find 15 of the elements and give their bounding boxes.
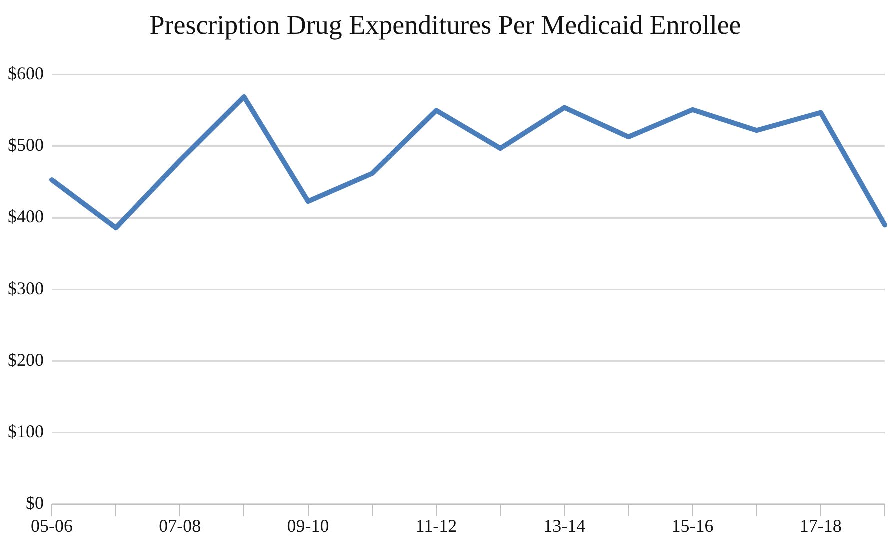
x-tick-label: 11-12	[416, 516, 458, 536]
x-tick-label: 09-10	[287, 516, 330, 536]
y-tick-label: $500	[8, 135, 44, 156]
x-tick-label: 13-14	[544, 516, 586, 536]
y-tick-label: $400	[8, 206, 44, 227]
y-tick-label: $600	[8, 64, 44, 84]
y-tick-label: $300	[8, 278, 44, 298]
x-tick-label: 07-08	[159, 516, 202, 536]
y-tick-label: $0	[26, 493, 44, 514]
y-tick-label: $100	[8, 422, 44, 442]
chart-title: Prescription Drug Expenditures Per Medicaid Enrollee	[148, 10, 742, 41]
x-tick-label: 15-16	[672, 516, 714, 536]
x-tick-label: 17-18	[800, 516, 842, 536]
x-tick-label: 05-06	[31, 516, 73, 536]
y-tick-label: $200	[8, 350, 44, 370]
